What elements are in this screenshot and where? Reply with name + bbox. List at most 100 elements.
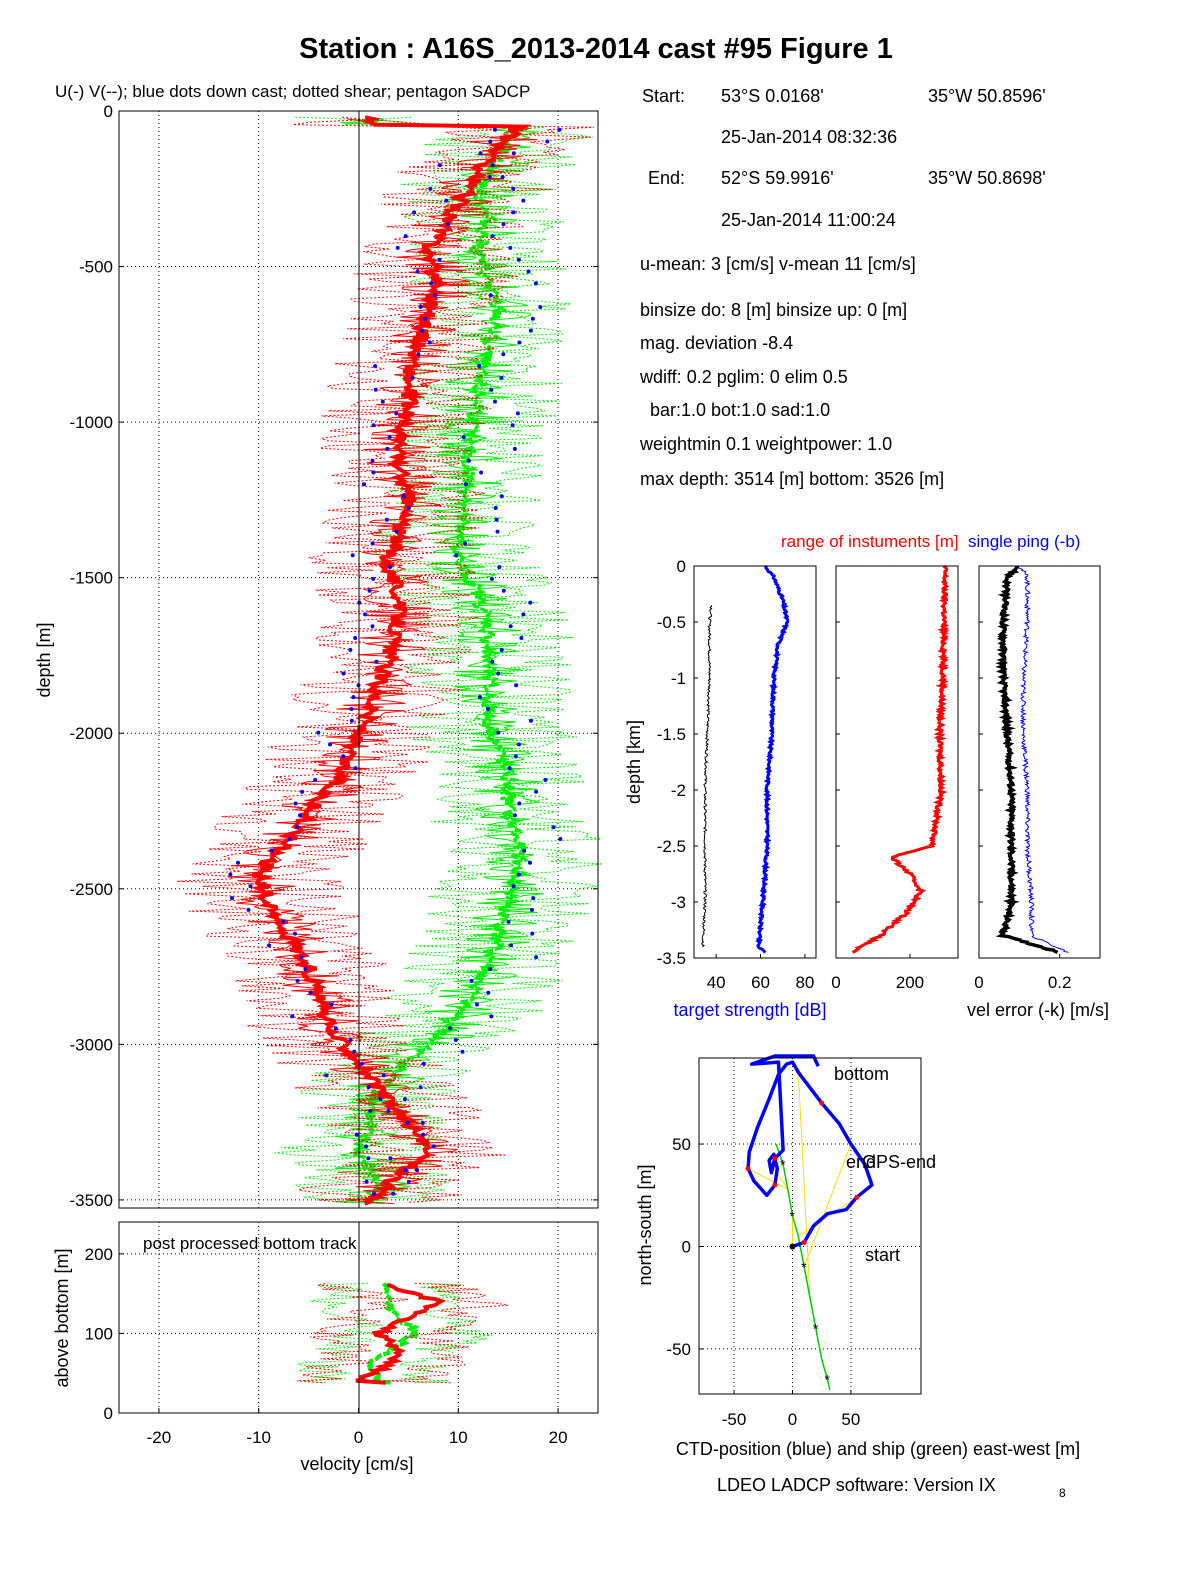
downcast-dot-103 xyxy=(496,730,501,735)
downcast-dot-33 xyxy=(530,316,535,321)
downcast-dot-130 xyxy=(230,896,234,901)
downcast-dot-125 xyxy=(528,860,532,865)
range-frame xyxy=(835,565,959,959)
downcast-dot-82 xyxy=(363,612,368,617)
downcast-dot-98 xyxy=(349,707,354,711)
bt-ytick-label-1: 100 xyxy=(85,1324,113,1343)
downcast-dot-138 xyxy=(267,943,271,948)
downcast-dot-97 xyxy=(477,695,482,700)
range-caption: range of instuments [m] xyxy=(781,532,959,551)
wdiff-line: wdiff: 0.2 pglim: 0 elim 0.5 xyxy=(639,367,848,387)
downcast-dot-173 xyxy=(364,1144,368,1149)
downcast-dot-120 xyxy=(287,837,292,841)
downcast-dot-23 xyxy=(516,257,521,262)
small-xtick-label-ts-1: 60 xyxy=(751,973,770,992)
downcast-dot-34 xyxy=(419,328,424,333)
downcast-dot-156 xyxy=(352,1049,357,1054)
main-u-shear-right xyxy=(264,117,595,1203)
downcast-dot-102 xyxy=(316,730,321,735)
tr-ytick-label-1: 0 xyxy=(682,1237,691,1256)
downcast-dot-161 xyxy=(381,1073,386,1078)
small-panels-ticks: 0 -0.5 -1 -1.5 -2 -2.5 -3 -3.5 40 60 80 0 200 0 0.2 xyxy=(657,557,1072,992)
bar-line: bar:1.0 bot:1.0 sad:1.0 xyxy=(650,400,830,420)
small-range-series-0 xyxy=(851,564,950,954)
binsize-line: binsize do: 8 [m] binsize up: 0 [m] xyxy=(640,300,907,320)
main-v-shear-right xyxy=(354,116,603,1203)
main-ytick-label-2: -1000 xyxy=(70,413,113,432)
end-lat: 52°S 59.9916' xyxy=(721,168,834,188)
bt-v-profile xyxy=(361,1282,426,1385)
ship-marker-3: * xyxy=(789,1208,795,1224)
ship-marker-5: * xyxy=(801,1259,807,1275)
downcast-dot-38 xyxy=(416,352,421,357)
downcast-dot-114 xyxy=(293,801,298,806)
downcast-dot-115 xyxy=(517,801,522,806)
downcast-dot-40 xyxy=(373,364,378,369)
downcast-dot-144 xyxy=(295,978,300,983)
main-ylabel: depth [m] xyxy=(34,622,54,697)
main-downcast-dots xyxy=(228,127,563,1196)
small-xtick-label-verr-0: 0 xyxy=(974,973,983,992)
downcast-dot-36 xyxy=(427,340,432,345)
downcast-dot-174 xyxy=(388,1156,393,1161)
downcast-dot-142 xyxy=(303,967,308,972)
tr-ytick-label-2: -50 xyxy=(666,1340,691,1359)
downcast-dot-90 xyxy=(374,659,379,664)
downcast-dot-87 xyxy=(519,636,524,640)
tr-link-4 xyxy=(747,1168,789,1190)
bt-ytick-label-2: 0 xyxy=(104,1404,113,1423)
downcast-dot-148 xyxy=(329,1002,334,1007)
small-ts-series-1 xyxy=(701,605,713,948)
downcast-dot-67 xyxy=(494,517,499,522)
downcast-dot-72 xyxy=(350,553,355,558)
bottom-track-caption: post processed bottom track xyxy=(143,1234,357,1253)
velocity-xlabel: velocity [cm/s] xyxy=(300,1454,413,1474)
downcast-dot-11 xyxy=(511,186,516,191)
ctd-red-marker-2 xyxy=(819,1100,825,1106)
small-ts-series-0 xyxy=(755,564,790,954)
downcast-dot-28 xyxy=(432,293,437,298)
downcast-dot-6 xyxy=(437,163,442,168)
downcast-dot-127 xyxy=(517,872,522,877)
info-block: Start: 53°S 0.0168' 35°W 50.8596' 25-Jan… xyxy=(639,86,1046,489)
downcast-dot-164 xyxy=(378,1097,383,1102)
downcast-dot-159 xyxy=(421,1061,426,1066)
tr-link-2 xyxy=(803,1143,852,1268)
small-ytick-label-3: -1.5 xyxy=(657,725,686,744)
track-ticks: -50 0 50 50 0 -50 xyxy=(666,1135,860,1429)
main-y-ticks: 0 -500 -1000 -1500 -2000 -2500 -3000 -3500 xyxy=(70,102,598,1210)
ship-track-line xyxy=(775,1143,831,1391)
track-ylabel: north-south [m] xyxy=(635,1164,655,1285)
main-ytick-label-0: 0 xyxy=(104,102,113,121)
track-frame xyxy=(698,1057,922,1395)
downcast-dot-24 xyxy=(415,269,420,274)
downcast-dot-43 xyxy=(499,375,504,380)
downcast-dot-113 xyxy=(534,789,539,794)
downcast-dot-15 xyxy=(511,210,516,215)
downcast-dot-62 xyxy=(401,494,406,499)
downcast-dot-71 xyxy=(463,541,468,546)
downcast-dot-137 xyxy=(530,931,535,936)
downcast-dot-29 xyxy=(488,293,493,298)
downcast-dot-70 xyxy=(370,541,375,546)
downcast-dot-171 xyxy=(354,1132,359,1137)
downcast-dot-121 xyxy=(558,837,563,841)
downcast-dot-50 xyxy=(371,423,376,428)
downcast-dot-170 xyxy=(421,1132,426,1137)
downcast-dot-100 xyxy=(349,718,354,723)
bt-xtick-label-4: 20 xyxy=(549,1428,568,1447)
main-ytick-label-5: -2500 xyxy=(70,880,113,899)
downcast-dot-152 xyxy=(333,1026,338,1031)
downcast-dot-41 xyxy=(477,364,482,369)
main-ytick-label-3: -1500 xyxy=(70,569,113,588)
depth-line: max depth: 3514 [m] bottom: 3526 [m] xyxy=(640,469,944,489)
downcast-dot-75 xyxy=(497,565,502,570)
vel-error-frame xyxy=(978,565,1101,959)
bt-xtick-label-0: -20 xyxy=(147,1428,172,1447)
downcast-dot-169 xyxy=(405,1120,410,1125)
main-v-shear-left xyxy=(274,116,519,1203)
downcast-dot-172 xyxy=(431,1144,436,1149)
downcast-dot-2 xyxy=(488,139,493,144)
downcast-dot-8 xyxy=(487,175,492,179)
small-ylabel: depth [km] xyxy=(624,720,644,804)
